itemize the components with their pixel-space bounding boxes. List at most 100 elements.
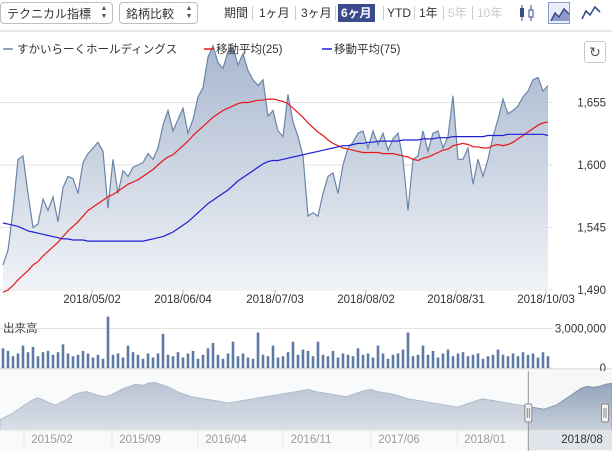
volume-bar: [376, 345, 380, 368]
x-tick-label: 2018/08/02: [337, 294, 395, 306]
divider: [383, 6, 384, 20]
period-5y-button: 5年: [448, 6, 467, 20]
volume-bar: [221, 358, 225, 368]
volume-bar: [11, 356, 15, 368]
y-tick-label: 1,600: [577, 160, 606, 172]
compare-stocks-dropdown[interactable]: 銘柄比較 ▲ ▼: [119, 2, 198, 24]
volume-bar: [256, 332, 260, 368]
volume-bar: [196, 358, 200, 368]
navigator-right-handle[interactable]: [601, 403, 609, 423]
volume-bar: [46, 350, 50, 368]
volume-bar: [501, 354, 505, 368]
volume-bar: [526, 354, 530, 368]
volume-bar: [201, 354, 205, 368]
volume-bar: [1, 348, 5, 368]
volume-y-tick-label: 3,000,000: [555, 324, 606, 336]
volume-bar: [481, 358, 485, 368]
volume-bar: [361, 354, 365, 368]
navigator-x-label: 2016/04: [205, 434, 247, 446]
volume-bar: [471, 354, 475, 368]
volume-bar: [396, 353, 400, 368]
y-tick-label: 1,490: [577, 285, 606, 297]
volume-bar: [131, 352, 135, 368]
volume-bar: [486, 356, 490, 368]
volume-bar: [56, 352, 60, 368]
volume-bar: [51, 354, 55, 368]
area-chart-icon[interactable]: [548, 2, 570, 24]
volume-bar: [291, 341, 295, 368]
volume-bar: [61, 344, 65, 368]
technical-indicator-dropdown[interactable]: テクニカル指標 ▲ ▼: [0, 2, 113, 24]
volume-bar: [456, 353, 460, 368]
volume-bar: [96, 354, 100, 368]
volume-bar: [31, 346, 35, 368]
divider: [414, 6, 415, 20]
volume-bar: [431, 350, 435, 368]
x-tick-label: 2018/05/02: [63, 294, 121, 306]
chart-toolbar: テクニカル指標 ▲ ▼ 銘柄比較 ▲ ▼ 期間 1ヶ月 3ヶ月 6ヶ月 YTD 1年…: [0, 0, 612, 28]
volume-bar: [421, 345, 425, 368]
dropdown-updown-icon: ▲ ▼: [100, 5, 108, 20]
volume-bar: [111, 354, 115, 368]
volume-bar: [521, 352, 525, 368]
navigator-selection[interactable]: 2018/08: [0, 371, 612, 451]
navigator-x-label: 2017/06: [378, 434, 420, 446]
period-6m-button[interactable]: 6ヶ月: [338, 4, 375, 22]
volume-bar: [296, 354, 300, 368]
volume-bar: [491, 354, 495, 368]
volume-bar: [306, 350, 310, 368]
ma25-line: [2, 98, 549, 293]
volume-bar: [286, 352, 290, 368]
period-ytd-button[interactable]: YTD: [387, 6, 411, 20]
volume-title: 出来高: [3, 321, 38, 335]
line-chart-icon[interactable]: [580, 2, 602, 24]
refresh-icon: ↻: [589, 44, 601, 60]
legend-ma25-label: 移動平均(25): [216, 42, 283, 56]
volume-bar: [451, 356, 455, 368]
navigator-left-handle[interactable]: [524, 403, 533, 423]
volume-bar: [541, 352, 545, 368]
volume-bar: [86, 353, 90, 368]
navigator-area: [0, 381, 612, 431]
volume-bar: [146, 353, 150, 368]
volume-bar: [101, 358, 105, 368]
divider: [252, 6, 253, 20]
volume-bar: [6, 350, 10, 368]
x-tick-label: 2018/07/03: [246, 294, 304, 306]
price-area-series: [2, 43, 549, 291]
volume-bar: [161, 333, 165, 368]
volume-bar: [251, 358, 255, 368]
volume-bar: [231, 341, 235, 368]
volume-bar: [166, 354, 170, 368]
period-3m-button[interactable]: 3ヶ月: [301, 6, 332, 20]
navigator-unselected-mask: [0, 371, 529, 451]
candlestick-icon[interactable]: [516, 2, 538, 24]
volume-bar: [141, 358, 145, 368]
volume-bar: [301, 349, 305, 368]
moving-average-lines: [2, 98, 549, 293]
volume-bar: [406, 332, 410, 368]
period-1m-button[interactable]: 1ヶ月: [259, 6, 290, 20]
volume-bar: [366, 353, 370, 368]
volume-bar: [446, 349, 450, 368]
volume-bar: [26, 352, 30, 368]
divider: [295, 6, 296, 20]
volume-bar: [71, 356, 75, 368]
volume-bar: [271, 345, 275, 368]
volume-bar: [546, 356, 550, 368]
volume-bar: [496, 349, 500, 368]
divider: [443, 6, 444, 20]
volume-bar: [116, 353, 120, 368]
compare-stocks-label: 銘柄比較: [126, 7, 175, 21]
volume-bar: [206, 348, 210, 368]
volume-bar: [436, 357, 440, 368]
period-1y-button[interactable]: 1年: [419, 6, 438, 20]
volume-bar: [261, 354, 265, 368]
price-area-fill: [3, 45, 548, 291]
x-tick-label: 2018/08/31: [427, 294, 485, 306]
chart-legend: すかいらーくホールディングス 移動平均(25) 移動平均(75): [3, 42, 401, 56]
volume-bar: [391, 354, 395, 368]
volume-bar: [81, 350, 85, 368]
reset-zoom-button[interactable]: ↻: [584, 41, 606, 63]
